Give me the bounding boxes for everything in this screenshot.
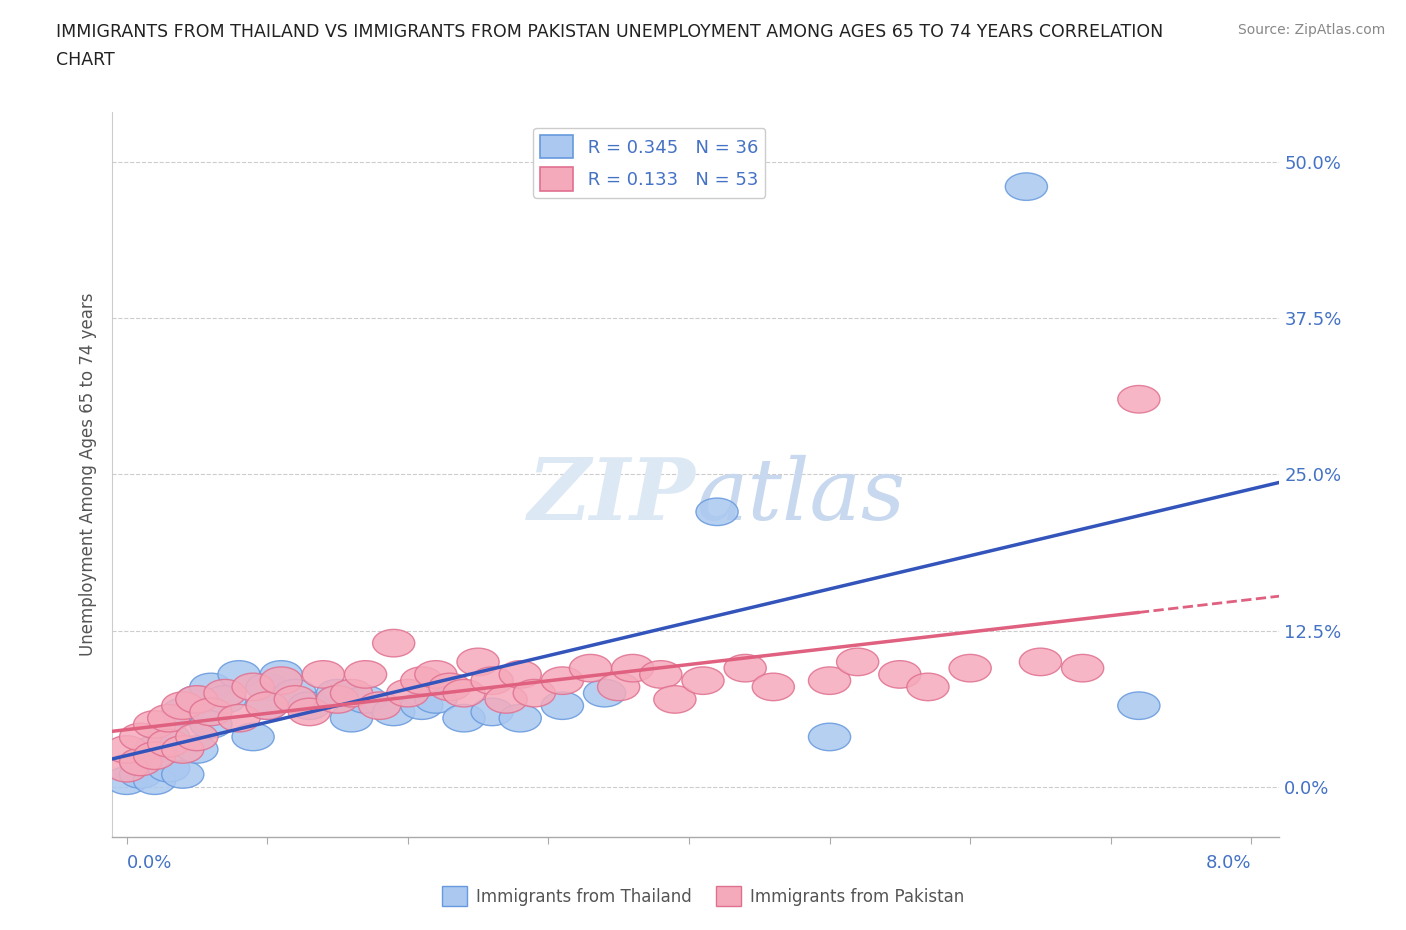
Ellipse shape	[148, 704, 190, 732]
Ellipse shape	[949, 655, 991, 682]
Ellipse shape	[583, 680, 626, 707]
Text: 0.0%: 0.0%	[127, 854, 172, 871]
Ellipse shape	[485, 685, 527, 713]
Ellipse shape	[654, 685, 696, 713]
Ellipse shape	[541, 667, 583, 695]
Ellipse shape	[696, 498, 738, 525]
Ellipse shape	[344, 660, 387, 688]
Ellipse shape	[808, 667, 851, 695]
Ellipse shape	[148, 754, 190, 782]
Ellipse shape	[288, 698, 330, 725]
Ellipse shape	[162, 736, 204, 764]
Ellipse shape	[190, 711, 232, 738]
Ellipse shape	[176, 736, 218, 764]
Ellipse shape	[218, 704, 260, 732]
Ellipse shape	[204, 680, 246, 707]
Ellipse shape	[598, 673, 640, 700]
Ellipse shape	[471, 667, 513, 695]
Ellipse shape	[162, 698, 204, 725]
Ellipse shape	[134, 767, 176, 794]
Ellipse shape	[176, 685, 218, 713]
Ellipse shape	[120, 749, 162, 776]
Y-axis label: Unemployment Among Ages 65 to 74 years: Unemployment Among Ages 65 to 74 years	[79, 293, 97, 656]
Ellipse shape	[176, 685, 218, 713]
Ellipse shape	[499, 704, 541, 732]
Ellipse shape	[443, 680, 485, 707]
Ellipse shape	[218, 660, 260, 688]
Ellipse shape	[190, 673, 232, 700]
Legend: Immigrants from Thailand, Immigrants from Pakistan: Immigrants from Thailand, Immigrants fro…	[436, 880, 970, 912]
Ellipse shape	[682, 667, 724, 695]
Ellipse shape	[330, 680, 373, 707]
Ellipse shape	[373, 698, 415, 725]
Ellipse shape	[373, 630, 415, 657]
Ellipse shape	[429, 673, 471, 700]
Ellipse shape	[134, 742, 176, 769]
Ellipse shape	[120, 749, 162, 776]
Text: IMMIGRANTS FROM THAILAND VS IMMIGRANTS FROM PAKISTAN UNEMPLOYMENT AMONG AGES 65 : IMMIGRANTS FROM THAILAND VS IMMIGRANTS F…	[56, 23, 1164, 41]
Ellipse shape	[274, 685, 316, 713]
Ellipse shape	[120, 761, 162, 789]
Text: atlas: atlas	[696, 455, 905, 538]
Ellipse shape	[612, 655, 654, 682]
Ellipse shape	[344, 685, 387, 713]
Ellipse shape	[415, 660, 457, 688]
Ellipse shape	[316, 685, 359, 713]
Text: CHART: CHART	[56, 51, 115, 69]
Ellipse shape	[134, 736, 176, 764]
Ellipse shape	[569, 655, 612, 682]
Text: ZIP: ZIP	[529, 455, 696, 538]
Ellipse shape	[837, 648, 879, 676]
Ellipse shape	[162, 692, 204, 720]
Ellipse shape	[246, 692, 288, 720]
Ellipse shape	[401, 667, 443, 695]
Ellipse shape	[401, 692, 443, 720]
Ellipse shape	[316, 680, 359, 707]
Ellipse shape	[330, 704, 373, 732]
Ellipse shape	[907, 673, 949, 700]
Ellipse shape	[513, 680, 555, 707]
Ellipse shape	[120, 724, 162, 751]
Ellipse shape	[1118, 386, 1160, 413]
Ellipse shape	[288, 692, 330, 720]
Ellipse shape	[204, 685, 246, 713]
Ellipse shape	[443, 704, 485, 732]
Ellipse shape	[752, 673, 794, 700]
Text: Source: ZipAtlas.com: Source: ZipAtlas.com	[1237, 23, 1385, 37]
Ellipse shape	[1019, 648, 1062, 676]
Ellipse shape	[724, 655, 766, 682]
Ellipse shape	[808, 724, 851, 751]
Ellipse shape	[134, 711, 176, 738]
Ellipse shape	[246, 692, 288, 720]
Ellipse shape	[190, 698, 232, 725]
Ellipse shape	[415, 685, 457, 713]
Ellipse shape	[148, 729, 190, 757]
Ellipse shape	[499, 660, 541, 688]
Ellipse shape	[105, 736, 148, 764]
Ellipse shape	[162, 761, 204, 789]
Ellipse shape	[457, 648, 499, 676]
Ellipse shape	[1118, 692, 1160, 720]
Ellipse shape	[148, 724, 190, 751]
Text: 8.0%: 8.0%	[1206, 854, 1251, 871]
Ellipse shape	[302, 660, 344, 688]
Ellipse shape	[274, 680, 316, 707]
Ellipse shape	[879, 660, 921, 688]
Ellipse shape	[260, 667, 302, 695]
Ellipse shape	[176, 724, 218, 751]
Ellipse shape	[260, 660, 302, 688]
Ellipse shape	[105, 767, 148, 794]
Ellipse shape	[105, 754, 148, 782]
Ellipse shape	[232, 673, 274, 700]
Ellipse shape	[1005, 173, 1047, 200]
Legend:  R = 0.345   N = 36,  R = 0.133   N = 53: R = 0.345 N = 36, R = 0.133 N = 53	[533, 128, 765, 198]
Ellipse shape	[359, 692, 401, 720]
Ellipse shape	[387, 680, 429, 707]
Ellipse shape	[471, 698, 513, 725]
Ellipse shape	[1062, 655, 1104, 682]
Ellipse shape	[232, 724, 274, 751]
Ellipse shape	[541, 692, 583, 720]
Ellipse shape	[246, 673, 288, 700]
Ellipse shape	[640, 660, 682, 688]
